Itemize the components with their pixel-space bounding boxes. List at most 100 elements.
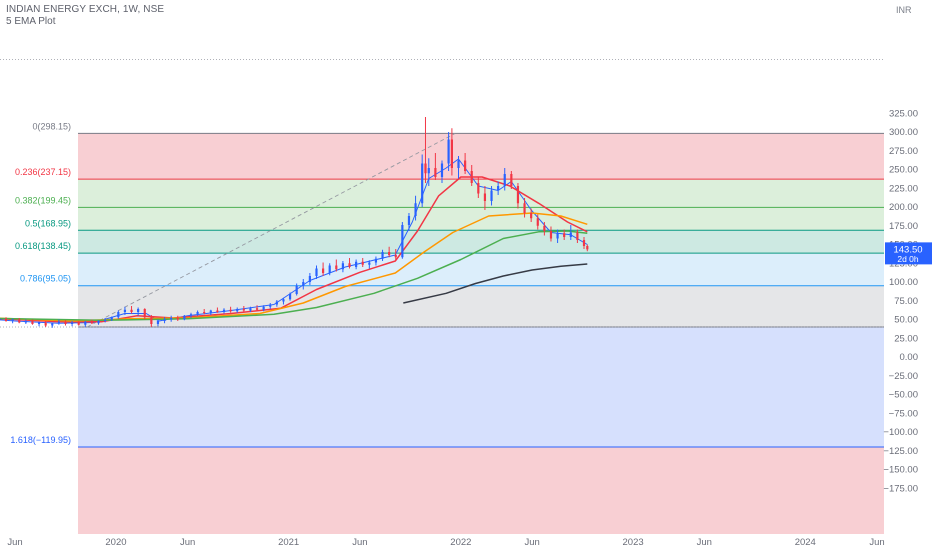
candle — [242, 306, 245, 312]
candle — [335, 259, 338, 272]
price-badge-countdown: 2d 0h — [897, 254, 919, 264]
fib-band-0-382 — [78, 179, 884, 208]
candle-body — [242, 309, 245, 311]
x-tick-label: Jun — [180, 537, 195, 548]
candle — [569, 225, 572, 240]
candle — [90, 319, 94, 324]
candle — [216, 307, 219, 313]
candle-body — [104, 319, 107, 321]
fib-label-0-5: 0.5(168.95) — [25, 218, 71, 228]
candle — [414, 195, 417, 221]
candle-body — [255, 308, 259, 310]
candle — [51, 322, 54, 328]
candle-body — [130, 309, 133, 312]
candle-body — [424, 163, 427, 174]
fib-band-1-618 — [78, 327, 884, 447]
candle-body — [427, 168, 430, 174]
candle-body — [24, 321, 27, 323]
candle — [209, 309, 212, 315]
candle — [503, 168, 506, 191]
candle — [407, 213, 411, 231]
candle — [275, 300, 278, 307]
candle — [586, 244, 589, 252]
candle — [483, 186, 487, 210]
candle — [57, 319, 60, 325]
candle-body — [170, 318, 173, 320]
candle — [150, 315, 153, 327]
candle-body — [523, 203, 526, 213]
candle — [229, 306, 232, 313]
candle-body — [381, 252, 384, 259]
candle — [117, 310, 120, 319]
candle-body — [176, 318, 179, 320]
candle — [576, 229, 579, 243]
candle-body — [407, 216, 411, 225]
candle-body — [77, 322, 80, 325]
candle — [130, 306, 133, 314]
candle — [288, 292, 292, 301]
candle — [84, 321, 87, 327]
candle — [381, 249, 384, 261]
candle-body — [470, 171, 473, 183]
indicator-label: 5 EMA Plot — [6, 16, 56, 27]
candle — [556, 229, 559, 243]
candle-body — [569, 232, 572, 237]
candle-body — [84, 321, 87, 325]
candle-body — [530, 213, 533, 219]
candle-body — [308, 276, 311, 282]
x-tick-label: 2022 — [450, 537, 471, 548]
y-tick-label: −50.00 — [889, 390, 918, 401]
candle — [156, 319, 160, 327]
y-tick-label: 225.00 — [889, 183, 918, 194]
candle — [450, 128, 453, 176]
candle — [361, 258, 364, 267]
candle-body — [483, 193, 487, 201]
candle-body — [576, 232, 579, 240]
candle-body — [490, 190, 493, 201]
candle — [203, 309, 206, 315]
candle-body — [97, 321, 100, 324]
candle-body — [434, 168, 437, 177]
candle — [77, 321, 80, 326]
y-tick-label: 75.00 — [894, 296, 918, 307]
fib-label-0-618: 0.618(138.45) — [15, 241, 71, 251]
candle-body — [295, 285, 298, 294]
candle-body — [536, 218, 539, 226]
candle-body — [421, 163, 424, 204]
candle-body — [563, 233, 566, 237]
candle — [302, 279, 305, 290]
y-tick-label: 200.00 — [889, 202, 918, 213]
candle — [249, 306, 252, 312]
candle-body — [582, 240, 586, 246]
candle-body — [44, 322, 47, 326]
candle — [497, 181, 500, 195]
candle — [440, 160, 444, 183]
candle — [401, 222, 404, 259]
candle — [222, 308, 226, 314]
y-tick-label: −175.00 — [883, 483, 918, 494]
candle — [315, 265, 318, 279]
candle — [4, 317, 8, 322]
candle — [368, 260, 371, 269]
y-tick-label: −75.00 — [889, 408, 918, 419]
candle — [137, 307, 140, 316]
candle — [18, 318, 21, 324]
y-tick-label: −100.00 — [883, 427, 918, 438]
candle — [523, 198, 526, 218]
candle-body — [196, 312, 199, 315]
candle-body — [328, 265, 331, 273]
candle-body — [447, 139, 450, 164]
candle — [457, 156, 460, 179]
price-badge-price: 143.50 — [893, 244, 922, 255]
candle — [543, 222, 546, 236]
candle — [421, 154, 424, 207]
price-badge-bg — [885, 242, 932, 265]
candle-body — [57, 321, 60, 324]
y-tick-label: 25.00 — [894, 333, 918, 344]
candle — [262, 305, 265, 312]
fib-label-0-382: 0.382(199.45) — [15, 195, 71, 205]
candle-body — [302, 282, 305, 286]
candle-body — [64, 321, 67, 324]
candle — [355, 259, 358, 270]
